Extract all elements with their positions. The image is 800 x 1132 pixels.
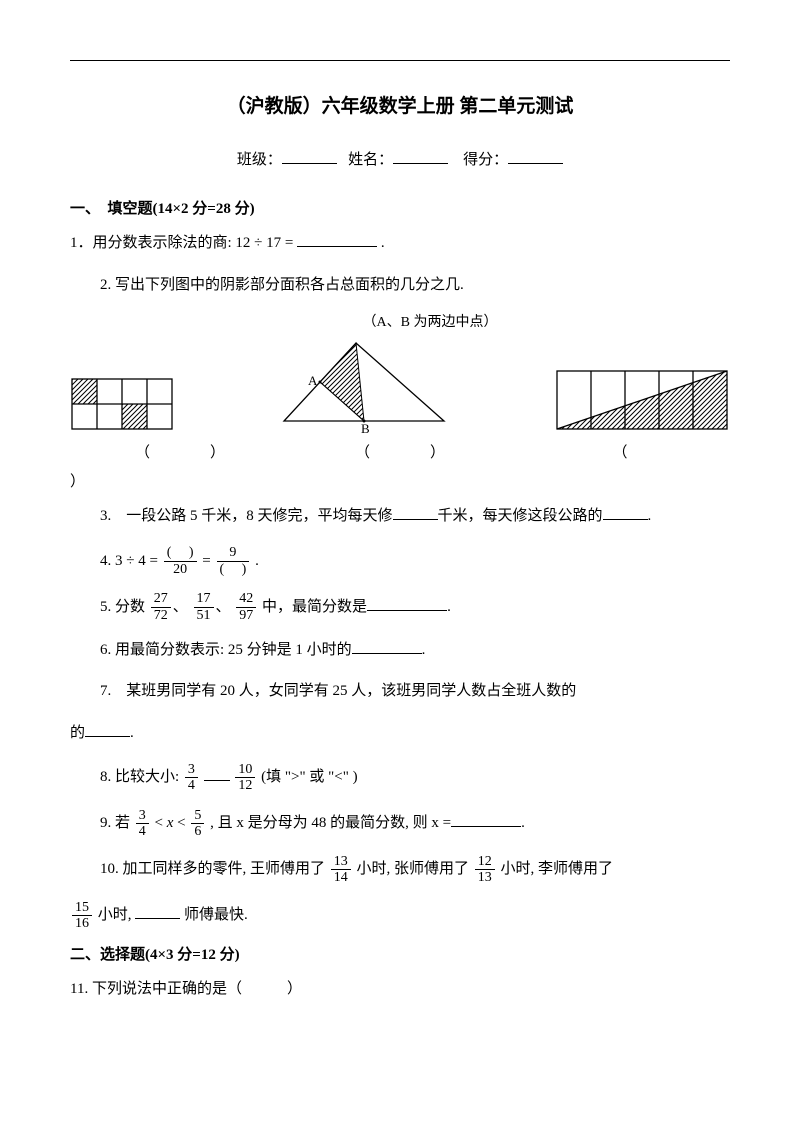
q10e: 师傅最快. — [184, 907, 248, 923]
q5f3: 4297 — [236, 591, 256, 623]
q7-line2: 的. — [70, 718, 730, 750]
paren1: （ ） — [70, 441, 290, 462]
name-label: 姓名： — [348, 152, 393, 168]
q8-blank — [204, 765, 230, 781]
svg-text:B: B — [361, 421, 370, 433]
q5-blank — [367, 595, 447, 611]
q4dot: . — [255, 553, 259, 569]
name-blank — [393, 148, 448, 164]
q3-blank1 — [393, 504, 438, 520]
score-label: 得分： — [463, 152, 508, 168]
q8f2: 1012 — [235, 762, 255, 794]
paren3: （ — [510, 441, 730, 462]
q4n2: 9 — [217, 545, 250, 560]
q2-text: 2. 写出下列图中的阴影部分面积各占总面积的几分之几. — [70, 270, 730, 302]
dot: . — [381, 235, 385, 251]
fig-grid — [70, 377, 174, 433]
q2-note: （A、B 为两边中点） — [130, 311, 730, 331]
page: { "doc": { "title": "（沪教版）六年级数学上册 第二单元测试… — [0, 0, 800, 1132]
q8f1: 34 — [185, 762, 198, 794]
q4-frac1: ( )20 — [164, 545, 197, 577]
q5a: 5. 分数 — [100, 599, 145, 615]
q4: 4. 3 ÷ 4 = ( )20 = 9( ) . — [70, 543, 730, 579]
paren2: （ ） — [290, 441, 510, 462]
page-title: （沪教版）六年级数学上册 第二单元测试 — [70, 91, 730, 118]
q9-blank — [451, 811, 521, 827]
q10f3: 1516 — [72, 900, 92, 932]
q6: 6. 用最简分数表示: 25 分钟是 1 小时的. — [70, 635, 730, 667]
q1-text: 1．用分数表示除法的商: 12 ÷ 17 = — [70, 235, 293, 251]
q10: 10. 加工同样多的零件, 王师傅用了 1314 小时, 张师傅用了 1213 … — [70, 851, 730, 887]
q1-blank — [297, 231, 377, 247]
q9f1: 34 — [136, 808, 149, 840]
q10-blank — [135, 903, 180, 919]
fig-rect — [554, 367, 730, 433]
q6dot: . — [422, 642, 426, 658]
q5f2: 1751 — [194, 591, 214, 623]
svg-text:A: A — [308, 373, 318, 388]
q10b: 小时, 张师傅用了 — [357, 861, 470, 877]
top-rule — [70, 60, 730, 61]
q10a: 10. 加工同样多的零件, 王师傅用了 — [100, 861, 325, 877]
q4d1: 20 — [164, 561, 197, 577]
q10f1: 1314 — [331, 854, 351, 886]
q5f1: 2772 — [151, 591, 171, 623]
q7-blank — [85, 721, 130, 737]
q6t: 6. 用最简分数表示: 25 分钟是 1 小时的 — [100, 642, 352, 658]
q7: 7. 某班男同学有 20 人，女同学有 25 人，该班男同学人数占全班人数的 — [70, 676, 730, 708]
paren3-close: ） — [70, 470, 730, 491]
q10c: 小时, 李师傅用了 — [501, 861, 614, 877]
fig-triangle: A B — [274, 337, 454, 433]
q3dot: . — [648, 508, 652, 524]
q4-frac2: 9( ) — [217, 545, 250, 577]
q9dot: . — [521, 815, 525, 831]
q11: 11. 下列说法中正确的是（ ） — [70, 974, 730, 1006]
section1-head: 一、 填空题(14×2 分=28 分) — [70, 197, 730, 218]
q10f2: 1213 — [475, 854, 495, 886]
q7a: 7. 某班男同学有 20 人，女同学有 25 人，该班男同学人数占全班人数的 — [100, 683, 576, 699]
q5: 5. 分数 2772、 1751、 4297 中，最简分数是. — [70, 589, 730, 625]
info-line: 班级： 姓名： 得分： — [70, 148, 730, 169]
q5b: 中，最简分数是 — [262, 599, 367, 615]
q10-line2: 1516 小时, 师傅最快. — [70, 897, 730, 933]
q9a: 9. 若 — [100, 815, 130, 831]
q9b: , 且 x 是分母为 48 的最简分数, 则 x = — [210, 815, 451, 831]
section2-head: 二、选择题(4×3 分=12 分) — [70, 943, 730, 964]
q6-blank — [352, 638, 422, 654]
q8: 8. 比较大小: 34 1012 (填 ">" 或 "<" ) — [70, 759, 730, 795]
q5dot: . — [447, 599, 451, 615]
q4eq: = — [202, 553, 210, 569]
class-blank — [282, 148, 337, 164]
q9f2: 56 — [191, 808, 204, 840]
q9: 9. 若 34 < x < 56 , 且 x 是分母为 48 的最简分数, 则 … — [70, 805, 730, 841]
q7dot: . — [130, 725, 134, 741]
q1: 1．用分数表示除法的商: 12 ÷ 17 = . — [70, 228, 730, 260]
q10d: 小时, — [98, 907, 132, 923]
q3b: 千米，每天修这段公路的 — [438, 508, 603, 524]
class-label: 班级： — [237, 152, 282, 168]
q8b: (填 ">" 或 "<" ) — [261, 769, 357, 785]
q3-blank2 — [603, 504, 648, 520]
q3a: 3. 一段公路 5 千米，8 天修完，平均每天修 — [100, 508, 393, 524]
q4d2: ( ) — [217, 561, 250, 577]
figure-row: A B — [70, 337, 730, 433]
q8a: 8. 比较大小: — [100, 769, 179, 785]
q3: 3. 一段公路 5 千米，8 天修完，平均每天修 千米，每天修这段公路的. — [70, 501, 730, 533]
q4a: 4. 3 ÷ 4 = — [100, 553, 158, 569]
score-blank — [508, 148, 563, 164]
q4n1: ( ) — [164, 545, 197, 560]
paren-row: （ ） （ ） （ — [70, 441, 730, 462]
